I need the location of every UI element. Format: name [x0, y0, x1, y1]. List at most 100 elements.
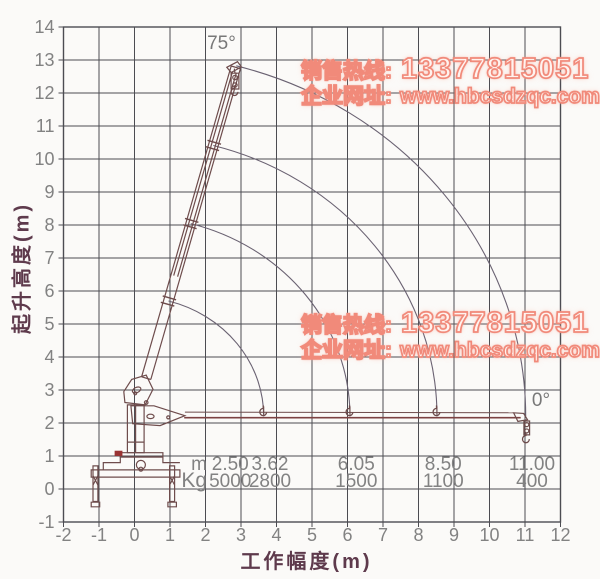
x-tick-label: 11	[516, 525, 535, 545]
boom-collar	[160, 301, 175, 307]
sheave	[524, 422, 530, 428]
boom-base-cap	[141, 376, 151, 381]
envelope-arc-8.5	[213, 144, 438, 417]
outrigger-jack	[92, 465, 99, 503]
hook-icon	[259, 405, 268, 417]
red-valve-block	[114, 450, 123, 456]
y-tick-label: 6	[44, 281, 54, 301]
boom-edge-right	[150, 68, 241, 380]
boom-collar	[183, 224, 197, 230]
table-load-value: 2800	[249, 471, 291, 492]
table-row-label-kg: Kg	[181, 469, 207, 492]
watermark-top: 销售热线: 13377815051 企业网址: www.hbcsdzqc.com	[300, 54, 600, 108]
website-label: 企业网址:	[300, 338, 393, 362]
boom-tip-head	[225, 60, 243, 74]
x-tick-label: 3	[236, 525, 246, 545]
y-tick-label: 4	[44, 347, 54, 367]
x-tick-label: 5	[307, 525, 317, 545]
table-load-value: 1500	[335, 471, 377, 492]
y-tick-label: 3	[44, 380, 54, 400]
hoist-rope	[233, 68, 236, 74]
table-radius-value: 8.50	[425, 454, 462, 475]
y-tick-label: 8	[44, 215, 54, 235]
website-url: www.hbcsdzqc.com	[399, 84, 600, 108]
hook-icon	[432, 405, 441, 417]
envelope-arc-3.62	[168, 300, 265, 417]
x-tick-label: 8	[413, 525, 423, 545]
angle-label-0°: 0°	[532, 390, 550, 411]
lower-plate-hole	[166, 415, 171, 420]
website-label: 企业网址:	[300, 84, 393, 108]
jack-brace	[169, 475, 176, 486]
slew-pin	[138, 466, 144, 472]
x-tick-label: 0	[129, 525, 139, 545]
y-tick-label: 12	[34, 83, 54, 103]
x-tick-label: -1	[91, 525, 107, 545]
x-tick-label: 1	[165, 525, 175, 545]
watermark-hotline-line: 销售热线: 13377815051	[300, 307, 600, 339]
watermark-hotline-line: 销售热线: 13377815051	[300, 54, 600, 85]
boom-collar	[205, 146, 220, 152]
x-tick-label: 4	[271, 525, 281, 545]
envelope-arc-6.05	[190, 223, 351, 417]
y-tick-label: 2	[44, 413, 54, 433]
hook-icon	[521, 432, 530, 444]
watermark-website-line: 企业网址: www.hbcsdzqc.com	[300, 338, 600, 362]
hook-icon	[230, 85, 239, 97]
website-url: www.hbcsdzqc.com	[399, 338, 600, 362]
y-tick-label: 1	[44, 446, 54, 466]
pivot-pin	[143, 400, 149, 405]
y-axis-title: 起升高度(m)	[11, 201, 34, 335]
tick-label-layer: -2 -1 0 1 2 3 4 5 6 7 8 9 10 11 12-1012345678910111213…	[34, 17, 570, 545]
boom-inner-section	[173, 71, 234, 276]
boom-0deg-tip-head	[512, 412, 529, 423]
hotline-label: 销售热线:	[300, 314, 393, 338]
x-tick-label: 10	[479, 525, 499, 545]
angle-label-75°: 75°	[207, 33, 236, 54]
pivot-pin	[133, 391, 138, 396]
boom-collar	[207, 139, 222, 145]
boom-0deg-top	[184, 411, 514, 414]
table-radius-value: 3.62	[252, 454, 289, 475]
x-tick-label: 2	[200, 525, 210, 545]
sheave	[524, 428, 530, 434]
knuckle-lower-plate	[130, 405, 187, 427]
boom-edge-left	[141, 65, 232, 377]
boom-collar	[184, 217, 199, 223]
slew-ring	[135, 459, 146, 471]
y-tick-label: 9	[44, 182, 54, 202]
boom-inner-section	[177, 72, 237, 277]
x-tick-label: 7	[378, 525, 388, 545]
y-tick-label: 5	[44, 314, 54, 334]
y-tick-label: -1	[38, 512, 54, 532]
outrigger-beam	[90, 469, 181, 478]
table-radius-value: 6.05	[338, 454, 375, 475]
table-load-value: 400	[516, 471, 548, 492]
hotline-label: 销售热线:	[300, 60, 393, 84]
crane-drawing-layer	[90, 60, 531, 508]
table-radius-value: 11.00	[509, 454, 555, 475]
outrigger-jack	[169, 465, 176, 503]
y-tick-label: 11	[36, 116, 55, 136]
sheave	[232, 74, 238, 81]
table-load-value: 5000	[209, 471, 251, 492]
table-row-label-m: m	[191, 454, 207, 475]
x-tick-label: 6	[342, 525, 352, 545]
hook-block-75	[230, 72, 240, 90]
jack-brace	[92, 475, 99, 486]
plot-border	[62, 26, 562, 523]
hotline-number: 13377815051	[400, 307, 590, 339]
lower-plate-hole	[146, 413, 155, 420]
table-load-value: 1100	[423, 471, 464, 492]
boom-collar	[162, 295, 177, 301]
hook-block-0	[523, 420, 531, 436]
watermark-website-line: 企业网址: www.hbcsdzqc.com	[300, 84, 600, 108]
y-tick-label: 10	[34, 149, 54, 169]
x-axis-title: 工作幅度(m)	[240, 551, 373, 573]
y-tick-label: 7	[44, 248, 54, 268]
y-tick-label: 13	[34, 50, 54, 70]
envelope-arc-layer	[168, 65, 527, 417]
outrigger-pad	[90, 501, 101, 508]
